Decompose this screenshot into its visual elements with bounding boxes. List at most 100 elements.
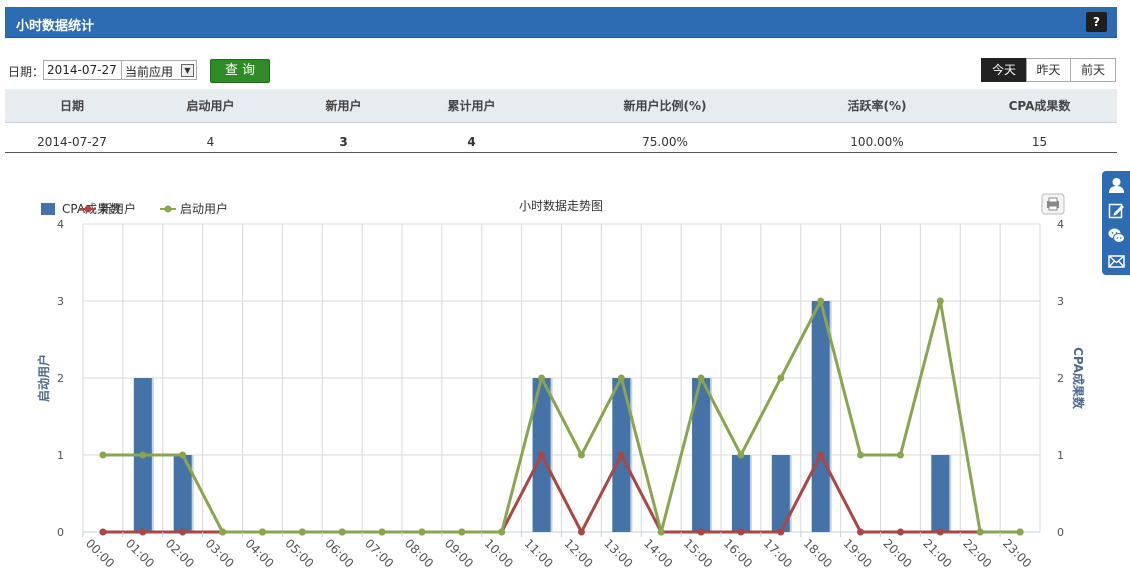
- app-select[interactable]: 当前应用 ▼: [121, 60, 197, 80]
- data-point: [219, 528, 227, 536]
- x-tick-label: 07:00: [362, 536, 396, 569]
- page-title: 小时数据统计: [16, 19, 95, 34]
- legend-label: 新用户: [100, 201, 136, 216]
- data-point: [617, 374, 625, 382]
- data-point: [737, 528, 745, 536]
- x-tick-label: 17:00: [761, 536, 795, 569]
- x-tick-label: 04:00: [242, 536, 276, 569]
- chart-container: 0 0 1 1 2 2 3 3 4 4 00:00 01:00 02:00 03:00 04:00 05:00…: [0, 190, 1100, 571]
- data-point: [1016, 528, 1024, 536]
- data-point: [418, 528, 426, 536]
- table-cell: 3: [282, 122, 405, 153]
- data-point: [857, 528, 865, 536]
- x-tick-label: 23:00: [1000, 536, 1034, 569]
- table-cell: 2014-07-27: [5, 122, 139, 153]
- mail-icon[interactable]: [1108, 253, 1125, 270]
- x-tick-label: 08:00: [402, 536, 436, 569]
- x-tick-label: 03:00: [202, 536, 236, 569]
- column-header: 日期: [5, 89, 139, 123]
- data-point: [896, 451, 904, 459]
- data-point: [99, 528, 107, 536]
- table-cell: 15: [962, 122, 1117, 153]
- printer-icon: [1047, 197, 1059, 211]
- data-point: [936, 528, 944, 536]
- query-button[interactable]: 查 询: [210, 59, 270, 83]
- x-tick-label: 14:00: [641, 536, 675, 569]
- table-cell: 4: [405, 122, 538, 153]
- panel-header: 小时数据统计 ?: [5, 7, 1117, 38]
- tab-day-before[interactable]: 前天: [1070, 58, 1116, 82]
- y-tick-label-right: 3: [1057, 295, 1064, 308]
- x-tick-label: 02:00: [163, 536, 197, 569]
- legend-marker: [164, 205, 172, 213]
- column-header: 累计用户: [405, 89, 538, 123]
- data-point: [896, 528, 904, 536]
- bar: [173, 455, 192, 532]
- table-cell: 4: [139, 122, 282, 153]
- x-tick-label: 13:00: [601, 536, 635, 569]
- data-point: [777, 528, 785, 536]
- x-tick-label: 16:00: [721, 536, 755, 569]
- help-button[interactable]: ?: [1086, 12, 1107, 32]
- data-point: [498, 528, 506, 536]
- print-button[interactable]: [1041, 193, 1065, 215]
- table-cell: 100.00%: [792, 122, 962, 153]
- data-point: [976, 528, 984, 536]
- data-point: [258, 528, 266, 536]
- y-tick-label-right: 4: [1057, 218, 1064, 231]
- x-tick-label: 01:00: [123, 536, 157, 569]
- date-field[interactable]: [43, 60, 123, 80]
- day-tabs: 今天 昨天 前天: [981, 58, 1116, 82]
- x-tick-label: 09:00: [442, 536, 476, 569]
- bar: [811, 301, 830, 532]
- bar: [731, 455, 750, 532]
- data-point: [378, 528, 386, 536]
- column-header: 新用户: [282, 89, 405, 123]
- edit-icon[interactable]: [1108, 202, 1125, 219]
- x-tick-label: 19:00: [840, 536, 874, 569]
- column-header: 启动用户: [139, 89, 282, 123]
- y-tick-label-left: 4: [57, 218, 64, 231]
- x-tick-label: 05:00: [282, 536, 316, 569]
- y-tick-label-right: 0: [1057, 526, 1064, 539]
- data-point: [857, 451, 865, 459]
- x-tick-label: 21:00: [920, 536, 954, 569]
- data-point: [538, 451, 546, 459]
- bar: [692, 378, 711, 532]
- column-header: 新用户比例(%): [538, 89, 792, 123]
- table-row: 2014-07-27 4 3 4 75.00% 100.00% 15: [5, 122, 1117, 153]
- data-point: [179, 451, 187, 459]
- data-point: [817, 451, 825, 459]
- user-icon[interactable]: [1108, 177, 1125, 194]
- x-tick-label: 15:00: [681, 536, 715, 569]
- tab-today[interactable]: 今天: [981, 58, 1027, 82]
- data-point: [99, 451, 107, 459]
- y-axis-label-left: 启动用户: [36, 354, 51, 402]
- data-point: [338, 528, 346, 536]
- x-tick-label: 12:00: [561, 536, 595, 569]
- x-tick-label: 22:00: [960, 536, 994, 569]
- wechat-icon[interactable]: [1108, 227, 1125, 244]
- y-tick-label-left: 1: [57, 449, 64, 462]
- column-header: 活跃率(%): [792, 89, 962, 123]
- data-point: [139, 528, 147, 536]
- data-point: [617, 451, 625, 459]
- legend-swatch: [41, 203, 55, 215]
- legend-label: 启动用户: [180, 201, 228, 216]
- series-line: [102, 299, 1021, 534]
- data-point: [458, 528, 466, 536]
- chart-title: 小时数据走势图: [519, 198, 603, 213]
- y-tick-label-right: 1: [1057, 449, 1064, 462]
- data-point: [577, 451, 585, 459]
- stats-table: 日期 启动用户 新用户 累计用户 新用户比例(%) 活跃率(%) CPA成果数 …: [5, 89, 1117, 153]
- chevron-down-icon[interactable]: ▼: [181, 64, 194, 77]
- y-tick-label-left: 0: [57, 526, 64, 539]
- y-axis-label-right: CPA成果数: [1071, 347, 1086, 410]
- data-point: [298, 528, 306, 536]
- x-tick-label: 11:00: [521, 536, 555, 569]
- date-label: 日期：: [8, 65, 45, 79]
- data-point: [777, 374, 785, 382]
- data-point: [697, 528, 705, 536]
- tab-yesterday[interactable]: 昨天: [1026, 58, 1071, 82]
- bar: [771, 455, 790, 532]
